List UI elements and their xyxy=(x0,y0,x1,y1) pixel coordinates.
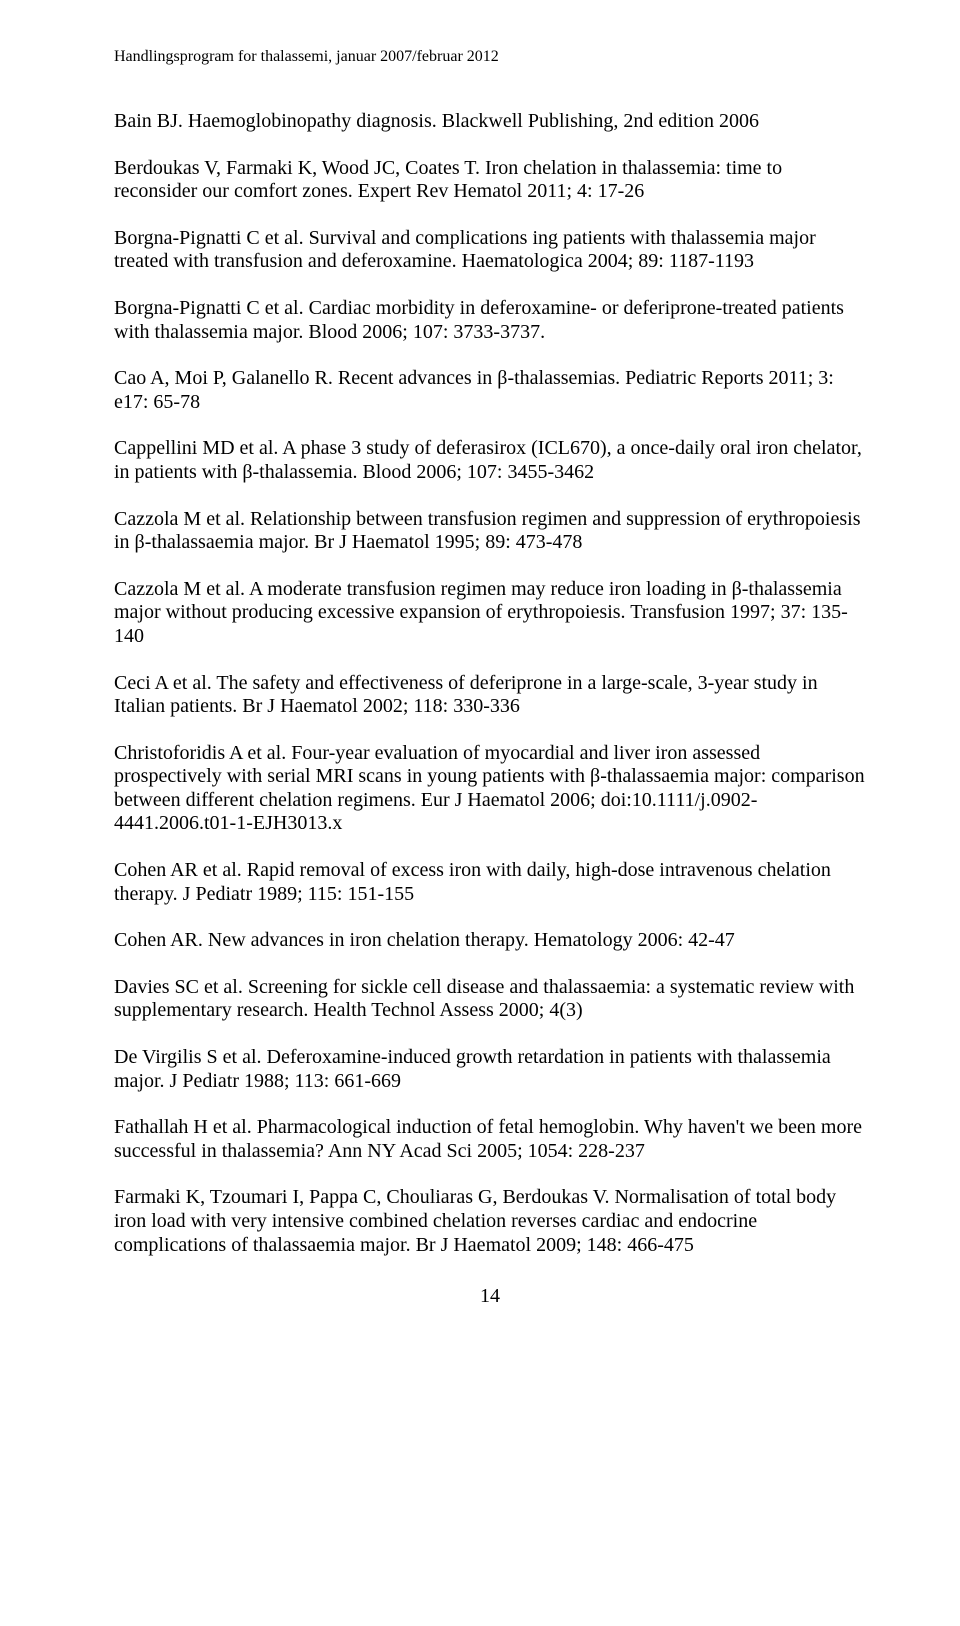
reference-item: Berdoukas V, Farmaki K, Wood JC, Coates … xyxy=(114,157,866,204)
reference-item: Cohen AR et al. Rapid removal of excess … xyxy=(114,859,866,906)
reference-item: Cohen AR. New advances in iron chelation… xyxy=(114,929,866,953)
reference-item: Cazzola M et al. A moderate transfusion … xyxy=(114,578,866,649)
reference-item: Davies SC et al. Screening for sickle ce… xyxy=(114,976,866,1023)
reference-item: Farmaki K, Tzoumari I, Pappa C, Chouliar… xyxy=(114,1186,866,1257)
reference-item: Cappellini MD et al. A phase 3 study of … xyxy=(114,437,866,484)
reference-item: Ceci A et al. The safety and effectivene… xyxy=(114,672,866,719)
reference-item: Cao A, Moi P, Galanello R. Recent advanc… xyxy=(114,367,866,414)
reference-item: Cazzola M et al. Relationship between tr… xyxy=(114,508,866,555)
document-page: Handlingsprogram for thalassemi, januar … xyxy=(0,0,960,1348)
reference-item: Borgna-Pignatti C et al. Survival and co… xyxy=(114,227,866,274)
page-number: 14 xyxy=(114,1285,866,1308)
reference-item: Fathallah H et al. Pharmacological induc… xyxy=(114,1116,866,1163)
reference-item: De Virgilis S et al. Deferoxamine-induce… xyxy=(114,1046,866,1093)
reference-item: Borgna-Pignatti C et al. Cardiac morbidi… xyxy=(114,297,866,344)
reference-item: Christoforidis A et al. Four-year evalua… xyxy=(114,742,866,836)
page-header: Handlingsprogram for thalassemi, januar … xyxy=(114,48,866,66)
reference-item: Bain BJ. Haemoglobinopathy diagnosis. Bl… xyxy=(114,110,866,134)
